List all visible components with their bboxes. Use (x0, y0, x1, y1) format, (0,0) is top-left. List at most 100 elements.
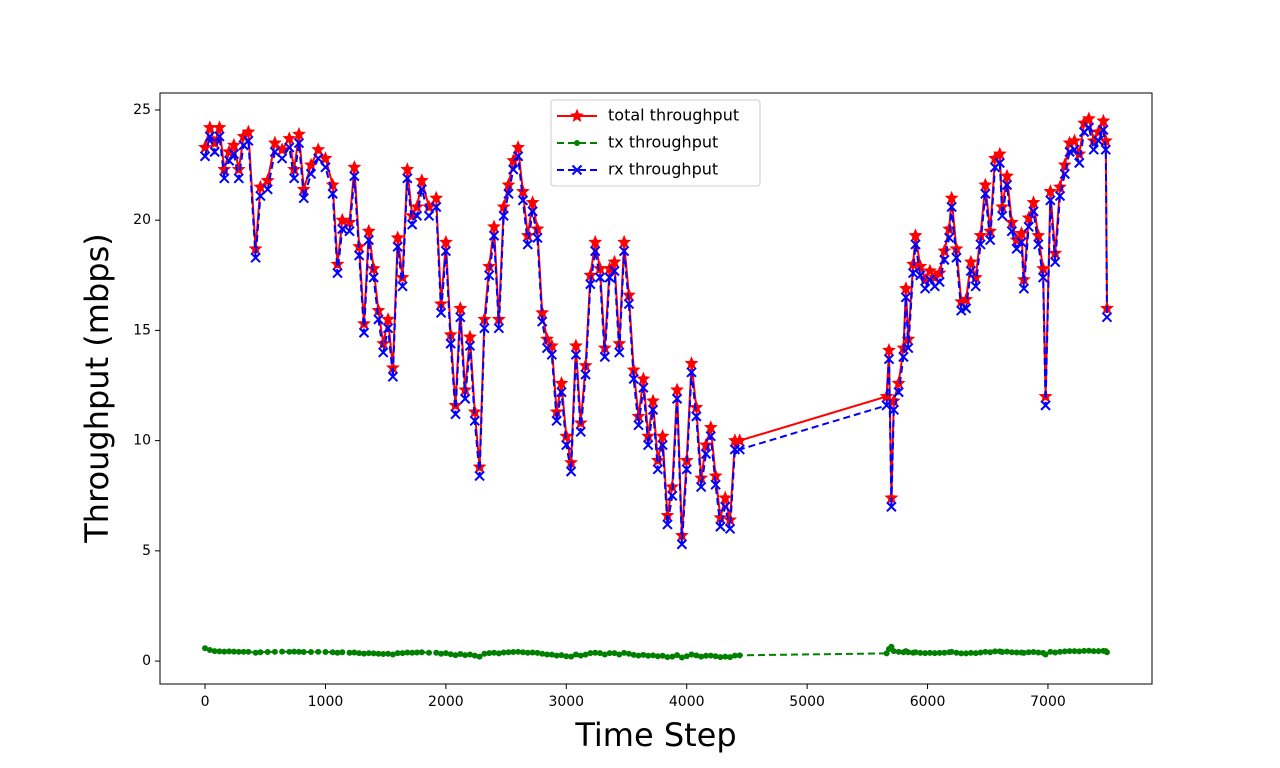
star-marker (260, 173, 275, 187)
x-marker (965, 265, 977, 277)
dot-marker (953, 649, 960, 656)
dot-marker (1076, 648, 1083, 655)
dot-marker (601, 651, 608, 658)
star-marker (292, 126, 306, 141)
x-marker (1006, 226, 1018, 237)
x-marker (667, 490, 678, 501)
y-tick-label: 10 (133, 433, 151, 449)
legend-box (550, 99, 761, 187)
x-marker (893, 386, 904, 398)
dot-marker (635, 652, 642, 659)
star-marker (361, 223, 376, 238)
dot-marker (202, 645, 209, 652)
dot-marker (510, 649, 517, 656)
dot-marker (967, 649, 974, 656)
x-marker (320, 162, 331, 173)
x-marker (536, 316, 548, 327)
dot-marker (606, 650, 613, 657)
star-marker (617, 234, 632, 249)
dot-marker (991, 648, 998, 655)
dot-marker (572, 651, 579, 658)
x-marker (431, 201, 442, 213)
x-marker (298, 192, 309, 204)
dot-marker (360, 650, 367, 657)
star-marker (963, 254, 978, 268)
x-marker (392, 241, 403, 252)
star-marker (1057, 157, 1072, 171)
y-tick-label: 0 (142, 653, 151, 669)
dot-marker (683, 653, 690, 660)
x-marker (532, 232, 543, 244)
x-marker (1049, 256, 1061, 268)
x-marker (1059, 168, 1071, 180)
x-marker (939, 254, 950, 266)
x-marker (724, 523, 736, 535)
dot-marker (291, 648, 298, 655)
star-marker (212, 120, 227, 134)
x-marker (886, 501, 897, 512)
x-axis-label: Time Step (574, 716, 736, 754)
x-marker (243, 135, 254, 147)
dot-marker (500, 649, 507, 656)
x-marker (1033, 239, 1044, 250)
dot-marker (563, 653, 570, 660)
star-marker (325, 177, 340, 191)
x-marker (589, 245, 601, 257)
x-marker (705, 431, 716, 442)
dot-marker (727, 654, 734, 661)
star-marker (1067, 133, 1082, 147)
dot-marker (308, 649, 315, 656)
x-marker (411, 210, 423, 221)
x-marker (994, 157, 1005, 169)
x-marker (642, 439, 654, 451)
x-marker (204, 131, 216, 142)
plot-area (198, 111, 1114, 661)
dot-marker (722, 653, 729, 660)
x-marker (907, 267, 919, 279)
dot-marker (659, 652, 666, 659)
dot-marker (438, 650, 445, 657)
dot-marker (678, 654, 685, 661)
x-marker (980, 188, 991, 199)
dot-marker (271, 648, 278, 655)
dot-marker (736, 652, 743, 659)
dot-marker (399, 650, 406, 657)
star-marker (1081, 111, 1096, 125)
star-marker (607, 254, 622, 268)
x-marker (996, 210, 1008, 221)
dot-marker (698, 653, 705, 660)
x-marker (293, 137, 305, 149)
star-marker (540, 331, 554, 346)
dot-marker (286, 648, 293, 655)
dot-marker (216, 648, 223, 655)
x-marker (623, 298, 635, 310)
x-marker (373, 314, 384, 325)
dot-marker (1008, 649, 1015, 656)
star-marker (1000, 168, 1014, 183)
x-marker (284, 142, 295, 153)
dot-marker (351, 649, 358, 656)
x-marker (214, 131, 225, 142)
x-marker (924, 274, 936, 285)
x-marker (1083, 122, 1095, 133)
dot-marker (375, 650, 382, 657)
x-marker (219, 173, 230, 184)
dot-marker (365, 650, 372, 657)
star-marker (231, 162, 246, 176)
x-tick-label: 1000 (308, 694, 344, 710)
x-marker (349, 170, 360, 182)
dot-marker (558, 652, 565, 659)
x-marker (720, 501, 731, 512)
star-marker (311, 142, 326, 156)
star-marker (1053, 179, 1067, 194)
dot-marker (926, 649, 933, 656)
star-marker (462, 329, 477, 343)
x-marker (565, 466, 577, 477)
x-marker (944, 232, 955, 244)
dot-marker (1052, 649, 1059, 656)
star-marker (429, 190, 444, 205)
dot-marker (245, 648, 252, 655)
dot-marker (553, 652, 560, 659)
x-marker (657, 439, 668, 451)
